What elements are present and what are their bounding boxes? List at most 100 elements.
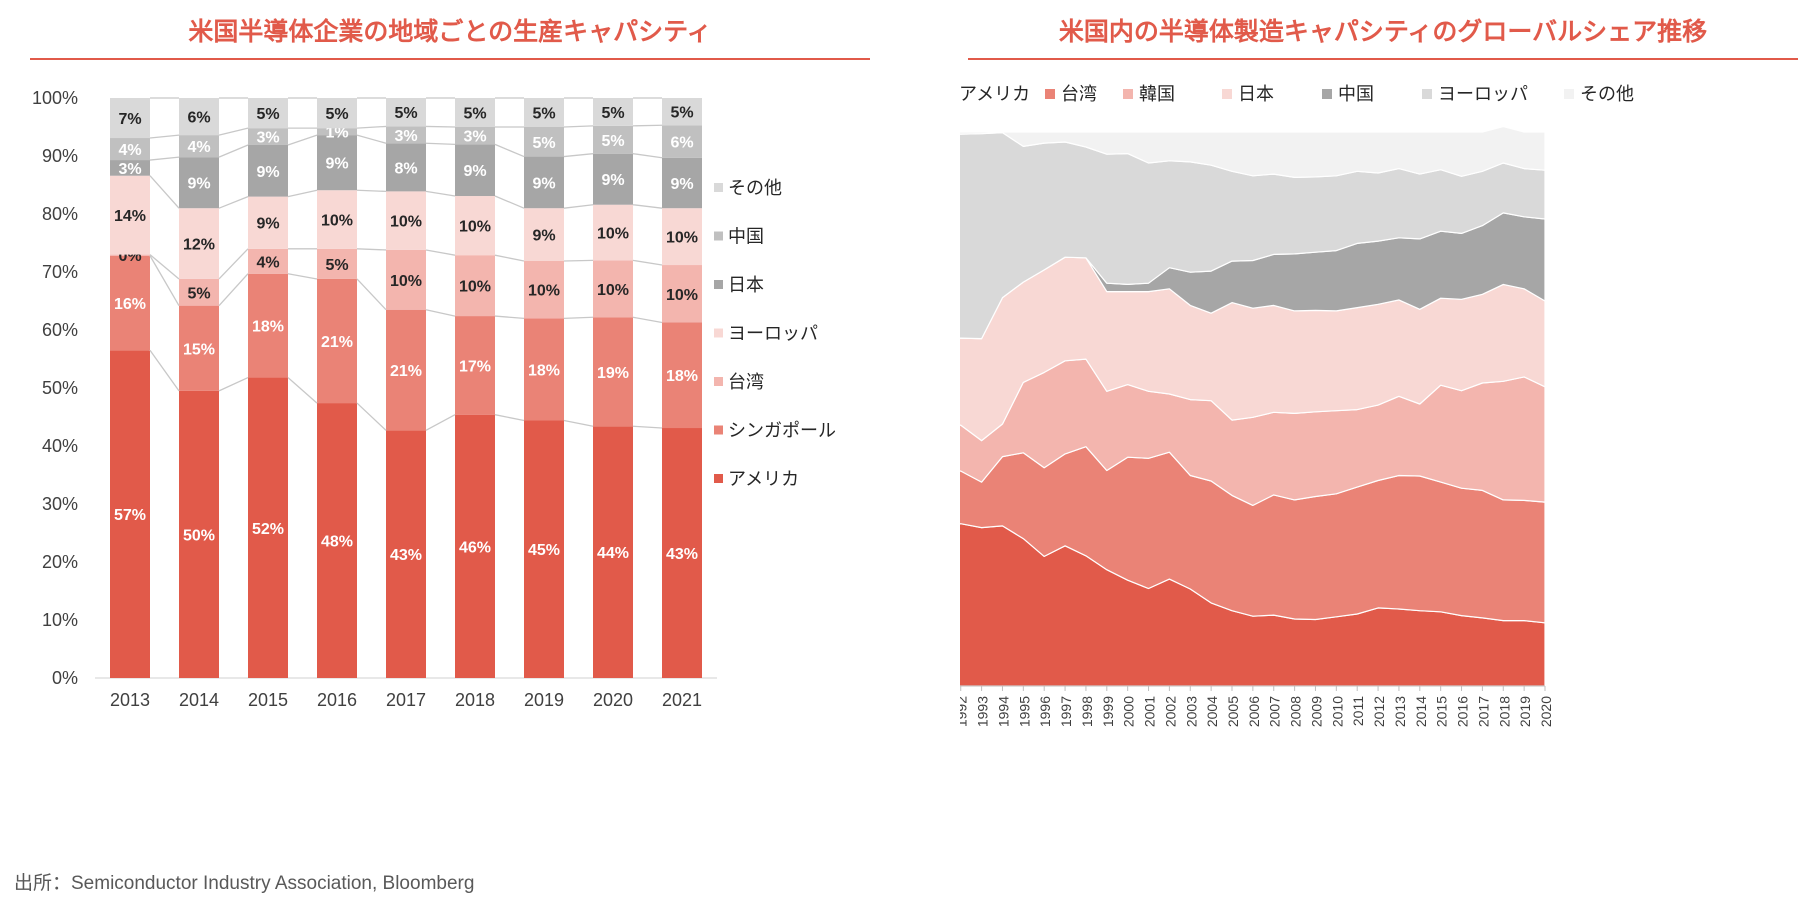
x-tick-label: 2018 <box>1496 696 1512 727</box>
bar-segment <box>455 144 495 197</box>
bar-data-label: 21% <box>390 363 422 380</box>
series-connector-line <box>356 248 387 251</box>
bar-data-label: 10% <box>528 283 560 300</box>
bar-segment <box>179 390 219 678</box>
series-connector-line <box>494 254 525 262</box>
bar-segment <box>593 317 633 427</box>
series-connector-line <box>425 125 456 128</box>
x-tick-label: 2005 <box>1225 696 1241 727</box>
x-tick-label: 1993 <box>975 696 991 727</box>
bar-data-label: 43% <box>390 547 422 564</box>
legend-label: 韓国 <box>1139 84 1175 104</box>
bar-segment <box>110 350 150 678</box>
series-connector-line <box>494 143 525 158</box>
bar-data-label: 9% <box>601 172 624 189</box>
legend-swatch <box>714 231 723 241</box>
x-tick-label: 2000 <box>1121 696 1137 727</box>
series-connector-line <box>149 134 180 139</box>
bar-segment <box>662 125 702 158</box>
y-tick-label: 80% <box>42 204 78 224</box>
x-tick-label: 2012 <box>1371 696 1387 727</box>
bar-data-label: 4% <box>118 142 141 159</box>
series-connector-line <box>149 175 180 209</box>
bar-data-label: 9% <box>325 156 348 173</box>
bar-segment <box>524 318 564 421</box>
x-tick-label: 2020 <box>1538 696 1554 727</box>
bar-segment <box>455 255 495 317</box>
x-tick-label: 2019 <box>1517 696 1533 727</box>
bar-data-label: 50% <box>183 527 215 544</box>
bar-segment <box>593 98 633 126</box>
legend-swatch <box>714 425 723 435</box>
bar-segment <box>593 125 633 154</box>
series-connector-line <box>563 419 594 427</box>
bar-segment <box>317 190 357 249</box>
x-tick-label: 2002 <box>1162 696 1178 727</box>
bar-segment <box>110 160 150 176</box>
bar-segment <box>662 208 702 266</box>
series-connector-line <box>425 249 456 256</box>
bar-data-label: 10% <box>666 287 698 304</box>
series-connector-line <box>425 309 456 317</box>
x-tick-label: 2017 <box>1475 696 1491 727</box>
series-connector-line <box>563 153 594 158</box>
bar-segment <box>593 153 633 205</box>
bar-segment <box>179 208 219 279</box>
bar-data-label: 10% <box>459 219 491 236</box>
series-connector-line <box>563 125 594 128</box>
x-tick-label: 2008 <box>1288 696 1304 727</box>
legend-label: その他 <box>1580 84 1634 104</box>
bar-segment <box>317 403 357 678</box>
series-connector-line <box>149 254 180 280</box>
x-tick-label: 2007 <box>1267 696 1283 727</box>
bar-data-label: 10% <box>321 213 353 230</box>
bar-data-label: 46% <box>459 539 491 556</box>
series-connector-line <box>494 195 525 209</box>
bar-data-label: 9% <box>463 163 486 180</box>
left-stacked-bar-chart: 0% 10% 20% 30% 40% 50% 60% 70% 80% 90% 100% 57% 50% 5… <box>32 88 836 710</box>
bar-segment <box>386 249 426 310</box>
series-connector-line <box>149 156 180 161</box>
legend-swatch <box>1564 89 1574 99</box>
legend-label: アメリカ <box>960 84 1030 104</box>
bar-segment <box>524 98 564 127</box>
bar-data-label: 5% <box>601 105 624 122</box>
bar-data-label: 3% <box>463 129 486 146</box>
series-connector-line <box>425 414 456 431</box>
source-note: 出所：Semiconductor Industry Association, B… <box>14 873 475 894</box>
bar-segment <box>179 157 219 209</box>
legend-swatch <box>1322 89 1332 99</box>
series-connector-line <box>632 259 663 266</box>
series-connector-line <box>356 278 387 311</box>
series-connector-line <box>218 127 249 136</box>
right-title-underline <box>968 58 1798 60</box>
bar-data-label: 17% <box>459 358 491 375</box>
x-tick-label: 2020 <box>593 690 633 710</box>
x-tick-label: 2009 <box>1308 696 1324 727</box>
series-connector-line <box>632 124 663 127</box>
bar-segment <box>317 248 357 279</box>
bar-data-label: 9% <box>670 176 693 193</box>
legend-swatch <box>714 328 723 338</box>
bar-segment <box>386 126 426 144</box>
bar-segment <box>524 156 564 209</box>
bar-segment <box>248 248 288 274</box>
legend-label: ヨーロッパ <box>728 324 818 344</box>
bar-data-label: 8% <box>394 160 417 177</box>
x-tick-label: 1998 <box>1079 696 1095 727</box>
bar-segment <box>662 428 702 678</box>
bar-segment <box>455 98 495 127</box>
legend-label: 日本 <box>728 275 764 295</box>
x-tick-label: 1996 <box>1037 696 1053 727</box>
bar-data-label: 16% <box>114 296 146 313</box>
y-tick-label: 100% <box>32 88 78 108</box>
bar-data-label: 5% <box>394 105 417 122</box>
bar-segment <box>317 278 357 404</box>
x-tick-label: 2019 <box>524 690 564 710</box>
bar-segment <box>179 98 219 136</box>
bar-segment <box>524 420 564 678</box>
bar-data-label: 10% <box>459 279 491 296</box>
bar-segment <box>317 98 357 129</box>
bar-segment <box>179 278 219 306</box>
series-connector-line <box>356 125 387 129</box>
